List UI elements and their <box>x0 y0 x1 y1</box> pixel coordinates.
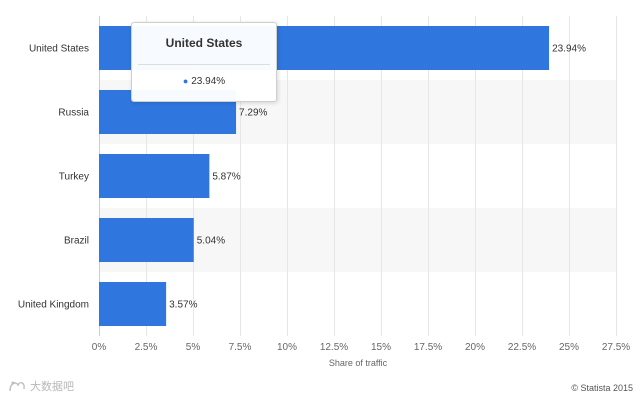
x-tick-label: 5% <box>186 342 201 353</box>
x-tick-label: 7.5% <box>229 342 252 353</box>
x-tick-label: 0% <box>92 342 107 353</box>
x-tick-label: 25% <box>559 342 579 353</box>
category-label: United Kingdom <box>18 300 89 311</box>
x-tick-label: 15% <box>371 342 391 353</box>
x-tick-label: 10% <box>277 342 297 353</box>
data-label: 7.29% <box>239 108 267 119</box>
x-tick-label: 20% <box>465 342 485 353</box>
x-tick-label: 2.5% <box>135 342 158 353</box>
x-tick-label: 22.5% <box>508 342 536 353</box>
category-label: United States <box>29 44 89 55</box>
category-labels: United States Russia Turkey Brazil United Ki… <box>18 44 90 311</box>
x-axis-title: Share of traffic <box>329 358 388 368</box>
x-tick-label: 27.5% <box>602 342 630 353</box>
watermark: 大数据吧 <box>8 378 74 394</box>
credit-text: © Statista 2015 <box>571 383 633 393</box>
bullet-icon: ● <box>182 76 189 86</box>
tooltip-title: United States <box>165 36 243 50</box>
category-label: Turkey <box>59 172 89 183</box>
tooltip-value: 23.94% <box>191 76 226 87</box>
x-tick-label: 17.5% <box>414 342 442 353</box>
data-labels: 23.94% 7.29% 5.87% 5.04% 3.57% <box>169 44 586 311</box>
bar <box>99 218 194 262</box>
data-label: 5.87% <box>212 172 240 183</box>
category-label: Russia <box>58 108 89 119</box>
x-tick-label: 12.5% <box>320 342 348 353</box>
bar <box>99 282 167 326</box>
bar <box>99 154 210 198</box>
category-label: Brazil <box>64 236 89 247</box>
tooltip-row: ● 23.94% <box>132 76 276 87</box>
x-axis-ticks: 0% 2.5% 5% 7.5% 10% 12.5% 15% 17.5% 20% 22.5% 25% 2… <box>92 342 631 353</box>
watermark-logo-icon <box>9 381 25 392</box>
data-label: 23.94% <box>552 44 586 55</box>
tooltip: United States ● 23.94% <box>131 22 277 102</box>
data-label: 5.04% <box>197 236 225 247</box>
data-label: 3.57% <box>169 300 197 311</box>
tooltip-divider <box>138 64 270 65</box>
watermark-text: 大数据吧 <box>30 381 74 393</box>
